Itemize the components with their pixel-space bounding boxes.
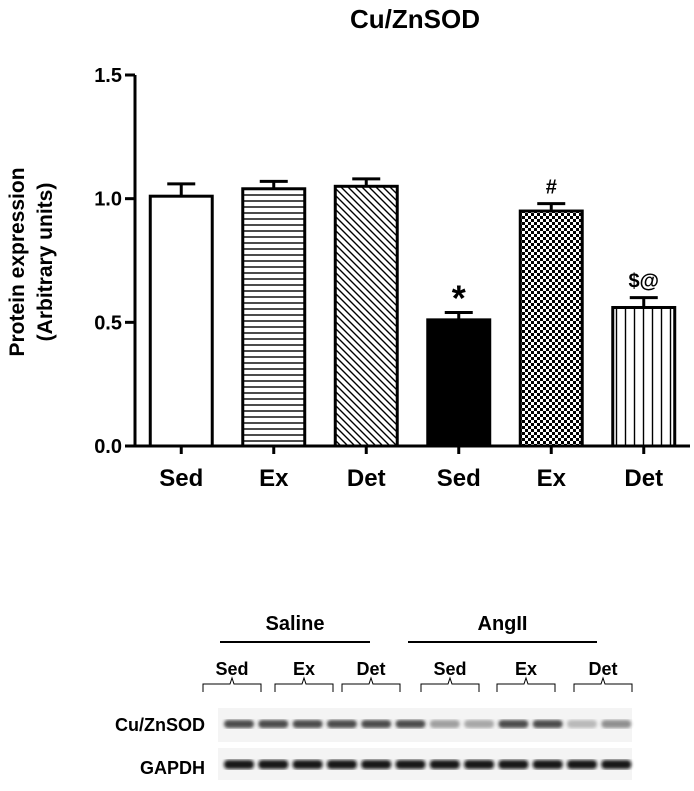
blot-band <box>224 760 254 769</box>
group-label: Saline <box>266 613 325 635</box>
y-tick-label: 0.5 <box>94 312 122 334</box>
x-tick-label: Sed <box>437 465 481 492</box>
x-tick-label: Det <box>347 465 386 492</box>
y-tick-label: 0.0 <box>94 436 122 458</box>
lane-label: Det <box>588 659 617 679</box>
lane-brace <box>274 676 334 692</box>
x-tick-label: Ex <box>537 465 567 492</box>
blot-band <box>395 760 426 769</box>
lane-label: Ex <box>293 659 315 679</box>
bar <box>518 209 584 448</box>
lane-brace <box>496 676 556 692</box>
blot-band <box>326 760 357 769</box>
lane-brace <box>202 676 262 692</box>
blot-band <box>567 760 597 769</box>
significance-marker: # <box>546 177 557 199</box>
bar <box>148 194 214 448</box>
blot-band <box>395 720 426 728</box>
lane-label: Ex <box>515 659 537 679</box>
blot-band <box>567 720 597 728</box>
row-label: Cu/ZnSOD <box>115 715 205 735</box>
y-axis-label: (Arbitrary units) <box>34 183 57 342</box>
plot-area: 0.0 0.5 1.0 1.5 Sed Ex Det Sed * Ex # Det $@ <box>94 65 690 492</box>
lane-brace <box>420 676 480 692</box>
group-label: AngII <box>478 613 528 635</box>
x-tick-label: Sed <box>159 465 203 492</box>
blot-band <box>326 720 357 728</box>
lane-label: Sed <box>215 659 248 679</box>
blot-band <box>361 760 392 769</box>
bar <box>241 187 307 448</box>
lane-brace <box>573 676 633 692</box>
blot-band <box>292 720 323 728</box>
chart-title: Cu/ZnSOD <box>350 4 480 34</box>
lane-brace <box>341 676 401 692</box>
blot-band <box>498 720 529 728</box>
blot-band <box>292 760 323 769</box>
blot-band <box>258 760 289 769</box>
significance-marker: * <box>452 277 466 318</box>
lane-label: Det <box>356 659 385 679</box>
x-tick-label: Det <box>624 465 663 492</box>
blot-band <box>498 760 529 769</box>
x-tick-label: Ex <box>259 465 289 492</box>
significance-marker: $@ <box>628 271 659 293</box>
blot-band <box>601 720 632 728</box>
blot-band <box>258 720 289 728</box>
row-label: GAPDH <box>140 758 205 778</box>
western-blot: Saline AngII Sed Ex Det Sed Ex Det Cu/ZnSOD GAPDH <box>115 613 633 780</box>
blot-band <box>532 760 563 769</box>
blot-band <box>601 760 632 769</box>
blot-band <box>429 720 460 728</box>
blot-band <box>361 720 392 728</box>
blot-band <box>464 760 495 769</box>
blot-band <box>532 720 563 728</box>
lane-label: Sed <box>433 659 466 679</box>
blot-band <box>429 760 460 769</box>
blot-band <box>224 720 254 728</box>
y-tick-label: 1.5 <box>94 65 122 87</box>
bar <box>426 318 492 448</box>
y-axis-label: Protein expression <box>6 167 29 356</box>
blot-band <box>464 720 495 728</box>
bar <box>333 184 399 448</box>
y-tick-label: 1.0 <box>94 189 122 211</box>
bar <box>611 305 677 448</box>
